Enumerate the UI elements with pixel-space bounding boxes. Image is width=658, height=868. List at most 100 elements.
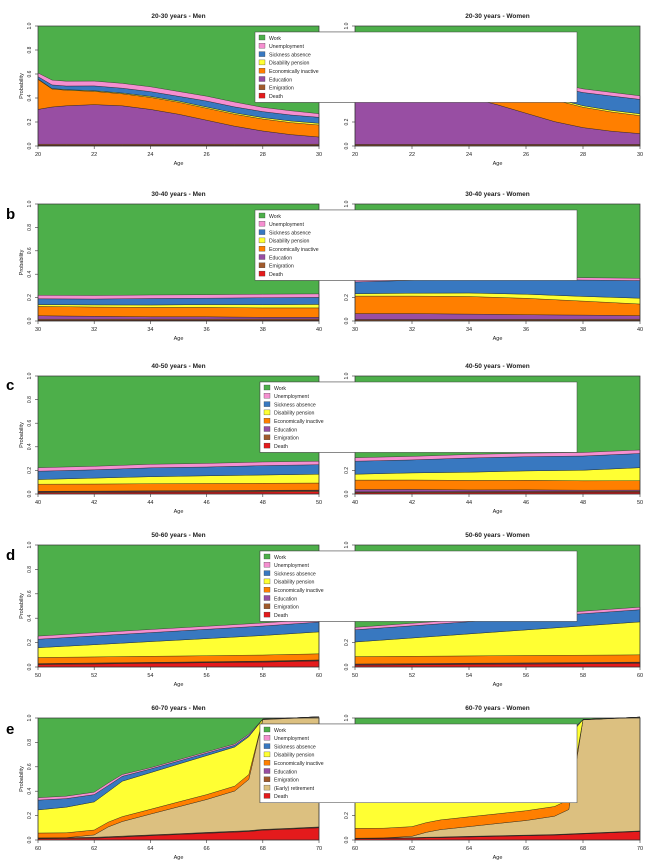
y-tick-label: 0.0 [344,142,350,149]
legend-label-disability-pension: Disability pension [274,411,314,417]
legend-label-economically-inactive: Economically inactive [274,419,324,425]
y-tick-label: 1.0 [27,200,33,207]
x-tick-label: 50 [637,500,643,506]
area-emigration [354,144,641,146]
legend-label-death: Death [269,94,283,100]
legend-swatch-death [258,92,266,99]
legend-box [254,209,578,281]
legend-label-education: Education [274,596,297,602]
x-tick-label: 68 [260,846,266,852]
y-tick-label: 1.0 [344,372,350,379]
legend-swatch-death [263,793,271,799]
legend-label-emigration: Emigration [269,86,294,92]
chart-panel-50-60-years-women: 50-60 years - Women5052545658600.00.20.4… [259,532,643,688]
y-axis-label: Probability [19,766,25,792]
y-tick-label: 0.2 [344,812,350,819]
legend-label-disability-pension: Disability pension [274,753,314,759]
x-axis-label: Age [493,336,503,342]
area-economically-inactive [354,479,641,491]
legend-label-unemployment: Unemployment [269,222,304,228]
y-tick-label: 0.2 [344,118,350,125]
legend: Work Unemployment Sickness absence Disabili… [254,31,578,103]
chart-title: 40-50 years - Women [465,363,530,370]
legend-label-unemployment: Unemployment [274,736,309,742]
legend-label-education: Education [269,77,292,83]
y-axis-label: Probability [19,249,25,275]
x-tick-label: 56 [523,673,529,679]
x-tick-label: 62 [409,846,415,852]
y-tick-label: 0.0 [344,317,350,324]
legend-swatch-education [258,76,266,82]
x-tick-label: 60 [316,673,322,679]
x-tick-label: 30 [35,327,41,333]
x-tick-label: 60 [352,846,358,852]
chart-title: 50-60 years - Men [151,532,205,539]
y-tick-label: 0.0 [27,836,33,843]
legend-swatch-disability-pension [258,237,266,244]
legend-label-education: Education [274,427,297,433]
y-tick-label: 0.0 [27,317,33,324]
x-tick-label: 46 [204,500,210,506]
x-tick-label: 40 [35,500,41,506]
y-axis-label: Probability [19,422,25,448]
x-tick-label: 50 [35,673,41,679]
chart-title: 40-50 years - Men [151,363,205,370]
legend: Work Unemployment Sickness absence Disabili… [259,550,578,622]
y-tick-label: 0.6 [27,70,33,77]
x-tick-label: 60 [35,846,41,852]
legend-swatch-emigration [263,776,271,782]
legend-swatch-unemployment [258,221,266,227]
chart-title: 30-40 years - Women [465,191,530,198]
x-tick-label: 42 [409,500,415,506]
x-tick-label: 54 [466,673,472,679]
x-tick-label: 58 [260,673,266,679]
legend-swatch-sickness-absence [258,229,266,235]
y-tick-label: 0.8 [27,396,33,403]
x-tick-label: 64 [147,846,153,852]
x-tick-label: 42 [91,500,97,506]
y-tick-label: 0.2 [344,639,350,646]
legend-box [259,381,578,453]
chart-title: 20-30 years - Men [151,13,205,20]
legend-swatch-death [263,611,271,618]
y-tick-label: 0.2 [344,294,350,301]
x-tick-label: 58 [580,673,586,679]
x-tick-label: 20 [352,152,358,158]
legend-swatch-economically-inactive [263,418,271,424]
legend-swatch-unemployment [263,562,271,568]
legend-label-unemployment: Unemployment [269,44,304,50]
y-tick-label: 0.6 [27,763,33,770]
x-axis-label: Age [493,509,503,515]
y-tick-label: 1.0 [344,714,350,721]
legend-swatch-sickness-absence [263,743,271,749]
y-tick-label: 1.0 [344,22,350,29]
y-tick-label: 0.4 [27,615,33,622]
x-tick-label: 24 [466,152,472,158]
y-tick-label: 1.0 [344,200,350,207]
chart-title: 30-40 years - Men [151,191,205,198]
x-tick-label: 70 [637,846,643,852]
legend-swatch-early-retirement [263,784,271,791]
legend: Work Unemployment Sickness absence Disabili… [259,723,578,803]
chart-title: 20-30 years - Women [465,13,530,20]
legend-swatch-unemployment [258,43,266,49]
x-tick-label: 60 [637,673,643,679]
legend-label-education: Education [269,255,292,261]
legend-swatch-emigration [258,84,266,90]
y-tick-label: 0.2 [344,467,350,474]
y-tick-label: 0.2 [27,467,33,474]
legend-label-emigration: Emigration [269,264,294,270]
x-tick-label: 30 [316,152,322,158]
x-tick-label: 36 [523,327,529,333]
y-tick-label: 1.0 [344,541,350,548]
legend-swatch-unemployment [263,735,271,741]
x-tick-label: 26 [523,152,529,158]
x-axis-label: Age [174,682,184,688]
chart-panel-30-40-years-women: 30-40 years - Women3032343638400.00.20.4… [254,191,643,342]
x-tick-label: 30 [352,327,358,333]
y-axis-label: Probability [19,593,25,619]
y-tick-label: 1.0 [27,372,33,379]
legend-label-work: Work [269,214,281,220]
legend-label-work: Work [274,555,286,561]
